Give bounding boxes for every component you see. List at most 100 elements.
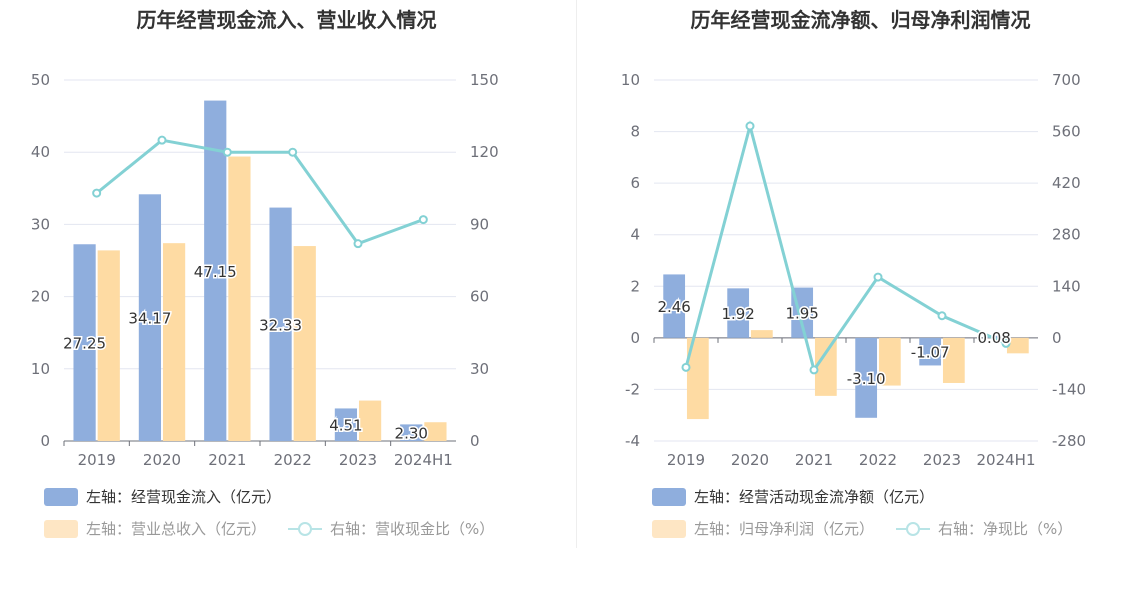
legend-label: 左轴：营业总收入（亿元）: [86, 520, 267, 538]
y-left-tick-label: 4: [630, 226, 640, 244]
bar-primary: [73, 244, 96, 441]
x-tick-label: 2022: [274, 451, 312, 469]
chart-title: 历年经营现金流入、营业收入情况: [136, 8, 437, 32]
y-right-tick-label: 120: [470, 143, 499, 161]
legend[interactable]: 左轴：经营现金流入（亿元）: [44, 486, 303, 507]
legend-item-ratio[interactable]: 右轴：营收现金比（%）: [288, 518, 494, 539]
y-right-tick-label: 90: [470, 215, 489, 233]
y-right-tick-label: 0: [1052, 329, 1062, 347]
ratio-line: [95, 138, 424, 246]
bar-data-label: 47.15: [194, 263, 237, 281]
x-tick-label: 2021: [208, 451, 246, 469]
bar-data-label: 2.46: [657, 298, 690, 316]
ratio-line: [684, 120, 1007, 374]
chart-plot-area: 0 10 20 30 40 50 0 30 60 90 120 150 2019 2020 2021 2022…: [31, 71, 499, 469]
y-left-tick-label: 8: [630, 123, 640, 141]
legend-item-revenue[interactable]: 左轴：营业总收入（亿元）: [44, 518, 266, 539]
x-tick-label: 2023: [923, 451, 961, 469]
legend-label: 左轴：归母净利润（亿元）: [694, 520, 875, 538]
x-tick-label: 2019: [667, 451, 705, 469]
y-left-tick-label: 50: [31, 71, 50, 89]
bar-data-label: 34.17: [128, 310, 171, 328]
y-right-tick-label: 420: [1052, 174, 1081, 192]
bar-data-label: 4.51: [329, 417, 362, 435]
legend-line-icon: [896, 521, 931, 536]
y-right-tick-label: 0: [470, 432, 480, 450]
x-tick-label: 2019: [78, 451, 116, 469]
y-right-tick-label: 700: [1052, 71, 1081, 89]
x-tick-label: 2020: [731, 451, 769, 469]
y-right-tick-label: 150: [470, 71, 499, 89]
ratio-point: [288, 147, 298, 157]
chart-plot-area: -4 -2 0 2 4 6 8 10 -280 -140 0 140 280 420 560 700 2019 2…: [621, 71, 1086, 469]
bar-secondary: [814, 337, 837, 396]
bar-data-label: 0.08: [977, 329, 1010, 347]
cash-inflow-revenue-chart: 历年经营现金流入、营业收入情况 0 10 20 30 40 50 0 30 60 90 120 150…: [0, 0, 573, 589]
x-tick-label: 2021: [795, 451, 833, 469]
bar-primary: [204, 100, 227, 442]
x-tick-label: 2020: [143, 451, 181, 469]
ratio-point: [157, 135, 167, 145]
y-right-tick-label: 560: [1052, 123, 1081, 141]
legend[interactable]: 左轴：经营活动现金流净额（亿元）: [652, 486, 956, 507]
bar-data-label: -1.07: [911, 344, 950, 362]
legend-swatch: [44, 487, 78, 506]
bar-secondary: [358, 400, 382, 441]
legend-swatch: [44, 519, 78, 538]
legend[interactable]: 左轴：归母净利润（亿元） 右轴：净现比（%）: [652, 518, 1094, 539]
y-right-tick-label: 280: [1052, 226, 1081, 244]
bar-data-label: 27.25: [63, 335, 106, 353]
panel-divider: [576, 0, 577, 548]
ratio-point: [937, 311, 947, 321]
y-left-tick-label: 40: [31, 143, 50, 161]
legend-swatch: [652, 519, 686, 538]
bar-primary: [919, 337, 942, 366]
bar-secondary: [878, 337, 901, 386]
legend-item-net-cashflow[interactable]: 左轴：经营活动现金流净额（亿元）: [652, 486, 934, 507]
bar-secondary: [942, 337, 965, 383]
legend-label: 左轴：经营活动现金流净额（亿元）: [694, 488, 935, 506]
y-right-tick-label: -140: [1052, 380, 1086, 398]
legend-item-net-profit[interactable]: 左轴：归母净利润（亿元）: [652, 518, 874, 539]
legend-swatch: [652, 487, 686, 506]
legend-label: 右轴：营收现金比（%）: [330, 520, 495, 538]
y-left-tick-label: 6: [630, 174, 640, 192]
legend-item-cash-inflow[interactable]: 左轴：经营现金流入（亿元）: [44, 486, 281, 507]
ratio-point: [353, 239, 363, 249]
x-tick-label: 2024H1: [977, 451, 1036, 469]
y-left-tick-label: 30: [31, 215, 50, 233]
bar-primary: [855, 337, 878, 418]
legend-label: 右轴：净现比（%）: [938, 520, 1073, 538]
y-left-tick-label: 10: [31, 360, 50, 378]
bar-primary: [334, 408, 358, 441]
legend-label: 左轴：经营现金流入（亿元）: [86, 488, 282, 506]
ratio-point: [809, 365, 819, 375]
bar-secondary: [293, 246, 316, 441]
y-right-tick-label: 60: [470, 288, 489, 306]
ratio-point: [1001, 338, 1011, 348]
y-right-tick-label: -280: [1052, 432, 1086, 450]
net-cashflow-profit-chart: 历年经营现金流净额、归母净利润情况 -4 -2 0 2 4 6 8 10 -280 -140 0 14…: [574, 0, 1147, 589]
bar-secondary: [750, 330, 773, 338]
y-left-tick-label: 0: [40, 432, 50, 450]
y-right-tick-label: 30: [470, 360, 489, 378]
ratio-point: [222, 147, 232, 157]
y-left-tick-label: 2: [630, 277, 640, 295]
bar-secondary: [228, 156, 251, 442]
bar-data-label: 2.30: [395, 425, 428, 443]
legend[interactable]: 左轴：营业总收入（亿元） 右轴：营收现金比（%）: [44, 518, 516, 539]
y-left-tick-label: 20: [31, 288, 50, 306]
bar-primary: [727, 288, 750, 338]
bar-secondary: [1006, 337, 1029, 354]
chart-title: 历年经营现金流净额、归母净利润情况: [690, 8, 1031, 32]
bar-secondary: [162, 243, 186, 441]
x-tick-label: 2024H1: [394, 451, 453, 469]
legend-item-net-cash-ratio[interactable]: 右轴：净现比（%）: [896, 518, 1072, 539]
legend-line-icon: [288, 521, 323, 536]
y-left-tick-label: 0: [630, 329, 640, 347]
x-tick-label: 2022: [859, 451, 897, 469]
bar-secondary: [686, 337, 709, 420]
bar-data-label: 32.33: [259, 316, 302, 334]
x-tick-label: 2023: [339, 451, 377, 469]
ratio-point: [873, 272, 883, 282]
